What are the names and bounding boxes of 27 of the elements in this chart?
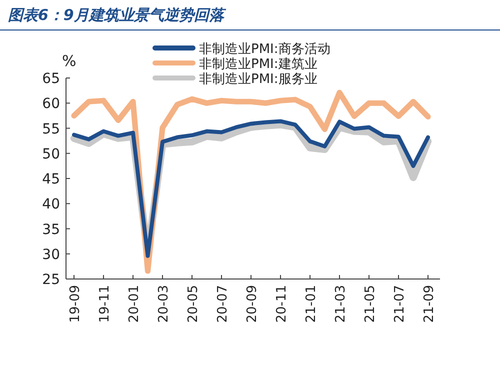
x-tick-label: 20-11 xyxy=(274,285,290,323)
x-tick-label: 19-09 xyxy=(68,285,83,323)
legend-label: 非制造业PMI:服务业 xyxy=(199,72,318,87)
y-tick-label: 65 xyxy=(42,71,60,87)
x-tick-label: 20-03 xyxy=(156,285,172,323)
x-tick-label: 21-01 xyxy=(304,285,319,323)
x-tick-label: 19-11 xyxy=(98,285,112,323)
y-tick-label: 25 xyxy=(42,272,60,288)
y-tick-label: 30 xyxy=(42,246,60,263)
x-tick-label: 20-07 xyxy=(216,285,230,323)
x-tick-label: 20-09 xyxy=(245,285,260,323)
legend-label: 非制造业PMI:商务活动 xyxy=(199,42,330,57)
x-tick-label: 20-05 xyxy=(186,285,201,323)
y-axis-title: % xyxy=(62,52,76,70)
x-tick-label: 21-05 xyxy=(363,285,378,323)
y-tick-label: 40 xyxy=(42,196,60,213)
y-tick-label: 55 xyxy=(42,121,60,138)
y-tick-label: 45 xyxy=(42,172,60,188)
x-tick-label: 21-07 xyxy=(392,285,408,323)
y-tick-label: 35 xyxy=(42,222,60,238)
x-tick-label: 20-01 xyxy=(127,285,142,323)
x-tick-label: 21-03 xyxy=(334,285,348,323)
y-tick-label: 50 xyxy=(42,146,60,162)
legend-label: 非制造业PMI:建筑业 xyxy=(199,57,318,72)
x-tick-label: 21-09 xyxy=(422,285,437,323)
y-tick-label: 60 xyxy=(42,96,60,112)
chart-title: 图表6：9月建筑业景气逆势回落 xyxy=(8,6,227,24)
